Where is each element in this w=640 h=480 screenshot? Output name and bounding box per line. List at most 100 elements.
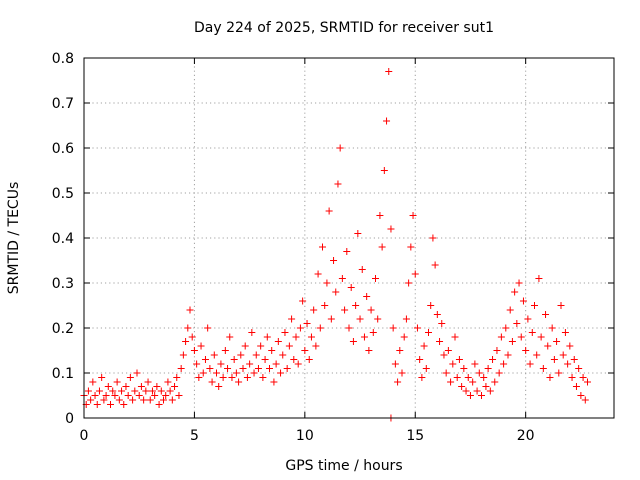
data-point	[281, 329, 289, 336]
data-point	[164, 378, 172, 386]
data-point	[378, 243, 386, 251]
data-point	[555, 369, 563, 377]
data-points	[80, 68, 591, 422]
data-point	[473, 387, 481, 395]
data-point	[358, 266, 366, 273]
data-point	[482, 383, 490, 390]
data-point	[91, 392, 99, 399]
data-point	[469, 378, 477, 386]
data-point	[153, 383, 161, 390]
data-point	[241, 342, 249, 350]
data-point	[352, 302, 360, 309]
data-point	[513, 320, 521, 327]
y-axis-label: SRMTID / TECUs	[6, 182, 22, 295]
data-point	[475, 369, 483, 377]
data-point	[546, 374, 554, 381]
data-point	[478, 392, 485, 399]
data-point	[440, 351, 448, 359]
data-point	[579, 374, 587, 381]
data-point	[464, 374, 472, 381]
data-point	[559, 351, 567, 359]
data-point	[365, 347, 373, 354]
y-tick-label: 0.6	[52, 141, 74, 157]
data-point	[120, 401, 128, 408]
data-point	[394, 378, 402, 386]
data-point	[471, 360, 479, 368]
data-point	[135, 392, 143, 399]
axis-ticks: 0 0.1 0.2 0.3 0.4 0.5 0.6 0.7 0.8 0 5 10 15 20	[52, 51, 614, 444]
data-point	[383, 117, 391, 125]
data-point	[129, 396, 137, 404]
data-point	[519, 297, 527, 305]
data-point	[517, 333, 525, 341]
data-point	[113, 378, 121, 386]
data-point	[343, 248, 351, 255]
x-tick-label: 5	[190, 428, 199, 444]
data-point	[151, 392, 159, 399]
x-tick-label: 15	[406, 428, 424, 444]
data-point	[173, 374, 181, 381]
data-point	[447, 378, 455, 386]
data-point	[199, 369, 207, 377]
data-point	[179, 351, 187, 359]
data-point	[327, 315, 335, 323]
data-point	[385, 68, 393, 75]
data-point	[332, 288, 340, 296]
data-point	[466, 392, 474, 399]
data-point	[266, 365, 273, 372]
data-point	[303, 320, 311, 327]
data-point	[542, 311, 550, 318]
data-point	[299, 297, 307, 305]
data-point	[100, 396, 108, 404]
data-point	[137, 383, 145, 390]
data-point	[193, 360, 201, 368]
data-point	[528, 329, 536, 336]
plot-frame	[83, 57, 615, 419]
data-point	[356, 315, 364, 323]
data-point	[451, 333, 459, 341]
data-point	[312, 342, 320, 350]
data-point	[93, 401, 101, 408]
data-point	[553, 338, 561, 345]
data-point	[486, 387, 494, 395]
data-point	[294, 360, 302, 368]
data-point	[539, 365, 547, 372]
data-point	[175, 392, 183, 399]
data-point	[484, 365, 492, 372]
data-point	[263, 333, 271, 341]
data-point	[296, 324, 304, 332]
data-point	[345, 324, 353, 332]
data-point	[495, 369, 503, 377]
data-point	[391, 360, 399, 368]
data-point	[237, 351, 245, 359]
x-tick-label: 20	[517, 428, 535, 444]
grid-lines	[84, 58, 614, 418]
data-point	[581, 396, 589, 404]
data-point	[305, 356, 313, 363]
data-point	[387, 225, 395, 233]
data-point	[515, 279, 523, 287]
data-point	[363, 293, 371, 300]
data-point	[500, 360, 508, 368]
data-point	[411, 270, 419, 278]
data-point	[535, 275, 543, 282]
data-point	[480, 374, 488, 381]
data-point	[564, 360, 572, 368]
data-point	[416, 356, 424, 363]
data-point	[301, 347, 309, 354]
y-tick-label: 0.7	[52, 96, 74, 112]
data-point	[568, 374, 576, 381]
data-point	[429, 234, 437, 242]
data-point	[155, 401, 163, 408]
data-point	[109, 387, 117, 395]
data-point	[190, 347, 198, 354]
data-point	[314, 270, 322, 278]
data-point	[336, 144, 344, 152]
data-point	[84, 387, 92, 395]
data-point	[204, 324, 212, 332]
data-point	[272, 360, 280, 368]
data-point	[354, 230, 362, 237]
data-point	[177, 365, 185, 372]
data-point	[380, 167, 388, 174]
data-point	[319, 243, 326, 251]
